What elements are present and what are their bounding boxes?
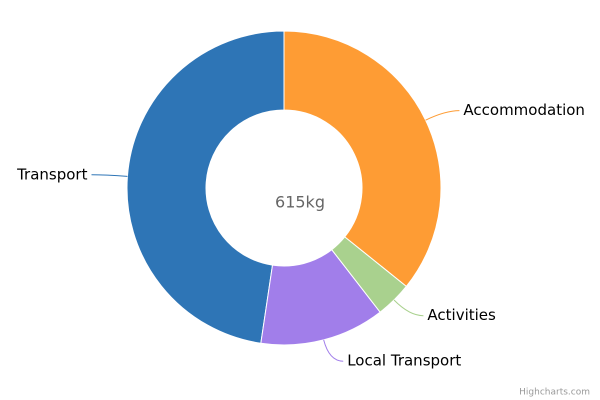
slice [283, 30, 442, 288]
slice-label: Transport [16, 165, 88, 183]
connector [323, 339, 344, 362]
slice [126, 30, 285, 344]
credit[interactable]: Highcharts.com [519, 388, 590, 398]
center-label: 615kg [275, 193, 325, 212]
slice [331, 236, 408, 313]
slice-label: Activities [427, 306, 496, 324]
connector [425, 110, 460, 121]
slice [260, 248, 381, 346]
connector [91, 174, 128, 177]
connector [393, 299, 424, 317]
slice-label: Local Transport [347, 352, 461, 370]
slice-label: Accommodation [463, 101, 585, 119]
